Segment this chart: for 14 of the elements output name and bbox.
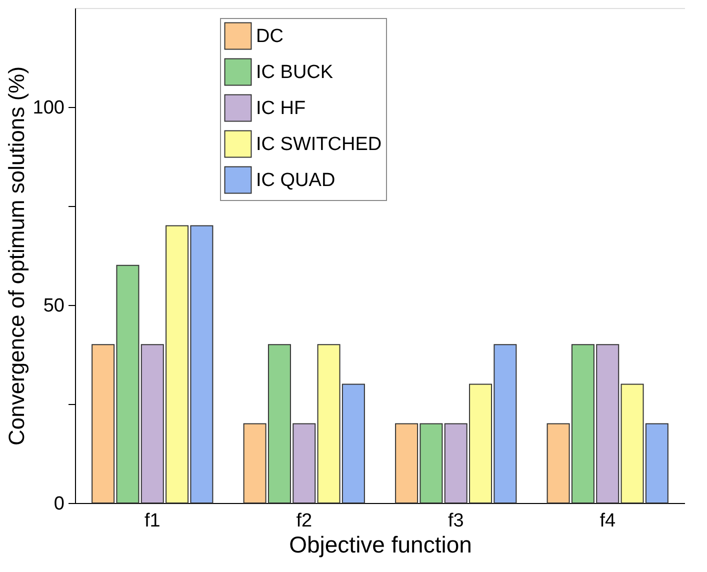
x-axis-title: Objective function bbox=[289, 532, 472, 558]
legend-label: IC BUCK bbox=[256, 62, 334, 83]
x-tick-label: f1 bbox=[144, 510, 160, 532]
legend-label: IC SWITCHED bbox=[256, 134, 382, 155]
y-axis-title: Convergence of optimum solutions (%) bbox=[4, 66, 29, 446]
legend-label: IC QUAD bbox=[256, 170, 336, 191]
y-tick-label: 100 bbox=[32, 98, 64, 118]
x-tick-label: f4 bbox=[600, 510, 616, 532]
x-tick-label: f2 bbox=[296, 510, 312, 532]
legend-label: IC HF bbox=[256, 98, 306, 119]
x-tick-label: f3 bbox=[448, 510, 464, 532]
y-tick-label: 0 bbox=[54, 494, 64, 514]
y-tick-label: 50 bbox=[43, 296, 64, 316]
legend-label: DC bbox=[256, 26, 284, 47]
